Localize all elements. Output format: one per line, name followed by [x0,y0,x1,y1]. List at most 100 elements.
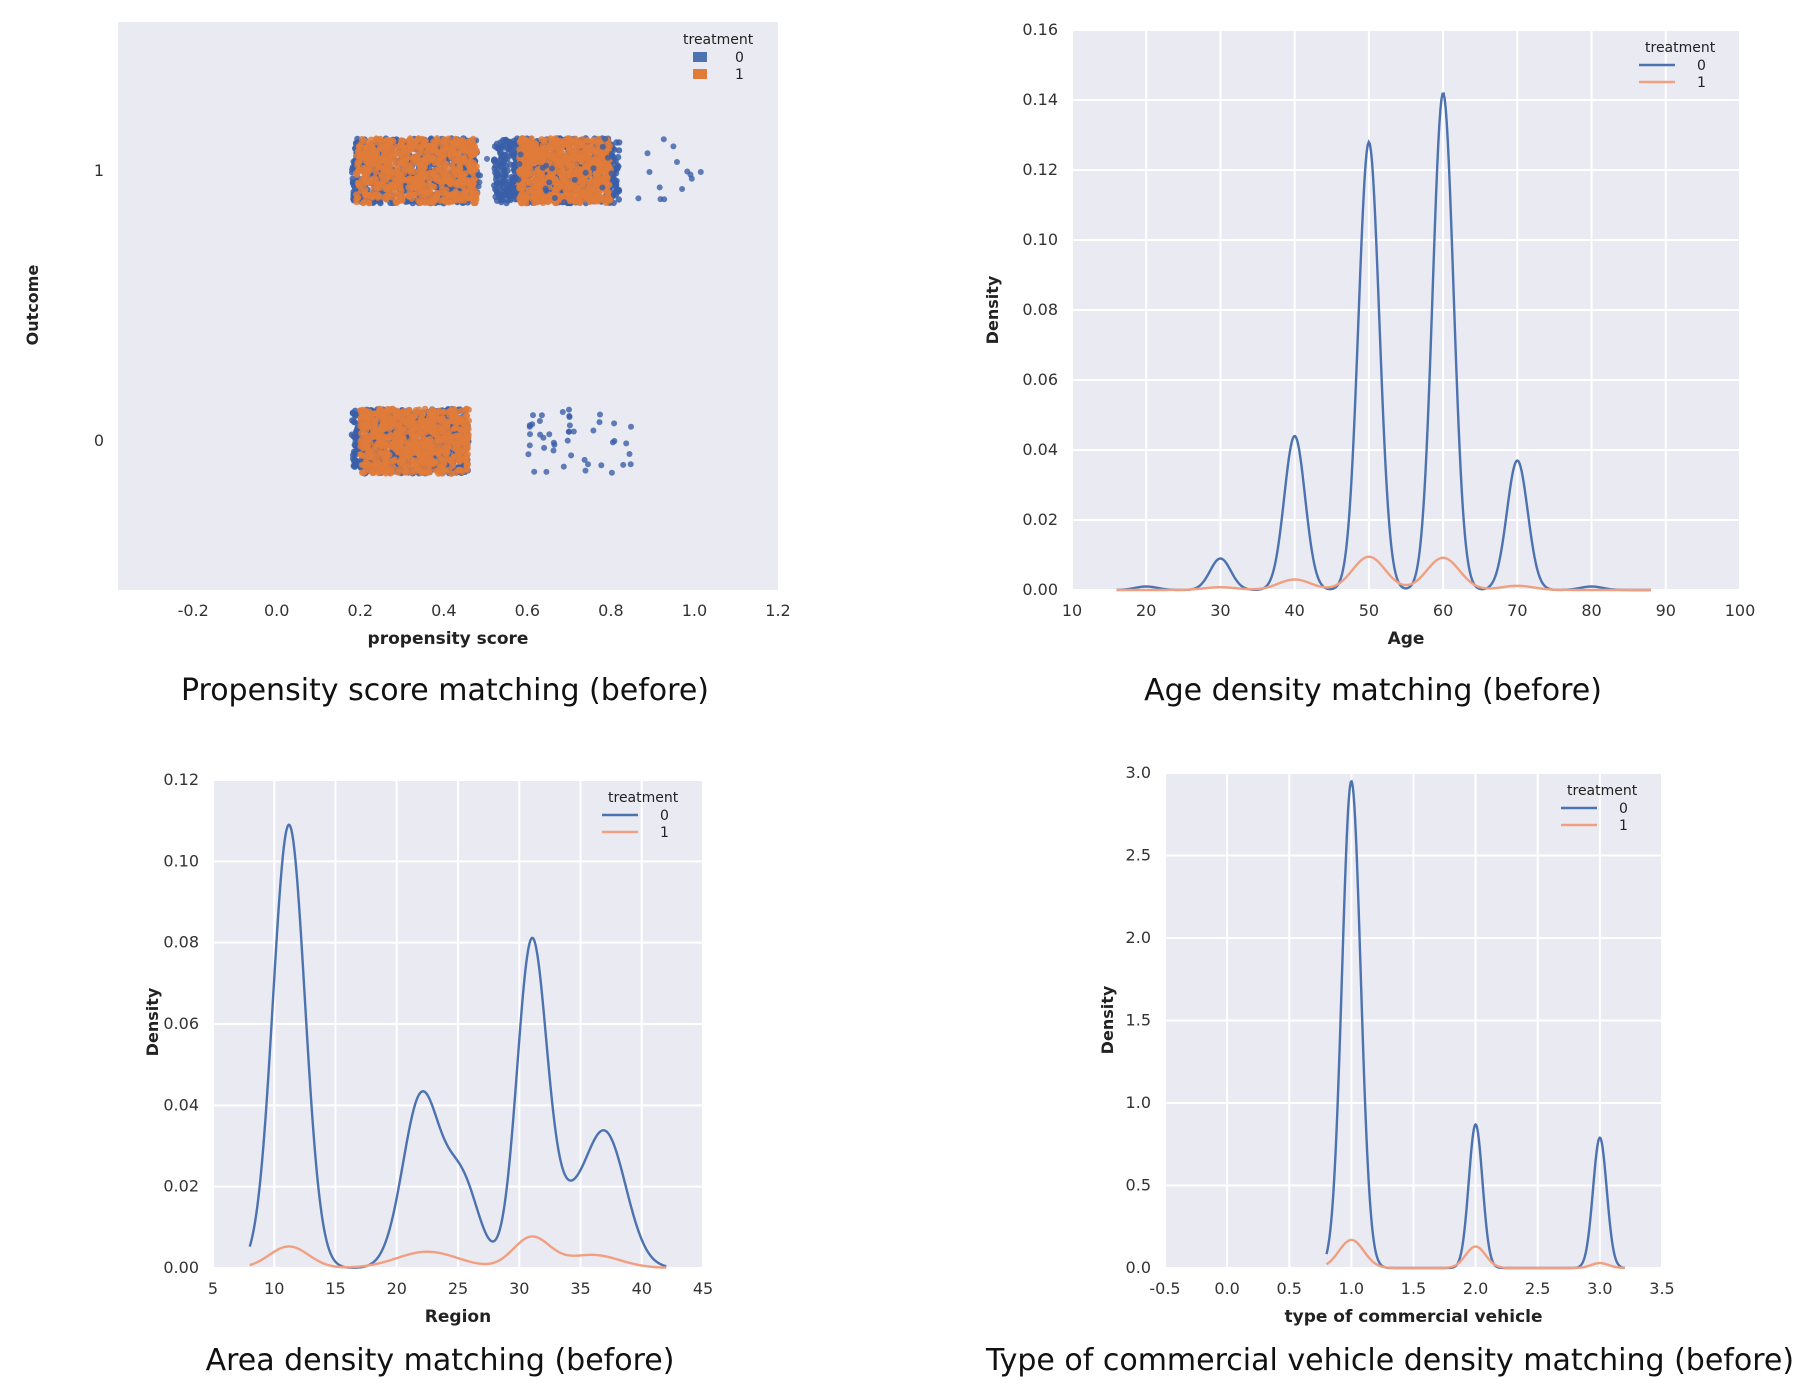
data-point [405,143,412,150]
scatter-points [348,135,704,477]
data-point [599,184,606,191]
data-point [353,171,361,178]
data-point [457,190,464,198]
data-point [539,177,547,185]
data-point [455,453,463,460]
data-point [413,142,420,149]
data-point [517,193,524,200]
x-tick-label: 1.5 [1401,1279,1426,1298]
data-point [444,165,451,172]
data-point [674,159,680,165]
data-point [582,467,589,474]
data-point [430,443,438,451]
data-point [387,415,394,422]
data-point [523,192,531,200]
y-tick-label: 2.5 [1126,846,1151,865]
data-point [361,191,369,199]
data-point [635,195,642,202]
data-point [579,177,586,184]
data-point [436,155,443,162]
data-point [594,158,601,165]
data-point [623,440,630,447]
x-tick-label: 20 [1136,601,1156,620]
data-point [550,447,557,454]
data-point [602,135,609,142]
data-point [661,196,668,203]
data-point [370,446,378,453]
x-tick-label: 0.5 [1277,1279,1302,1298]
data-point [679,186,686,192]
data-point [585,461,591,468]
y-tick-label: 0.04 [1022,440,1058,459]
data-point [448,409,455,416]
x-tick-label: 1.0 [1339,1279,1364,1298]
x-tick-label: 35 [570,1279,590,1298]
data-point [404,138,412,145]
data-point [377,199,384,207]
data-point [608,469,615,476]
data-point [412,462,419,469]
data-point [501,151,508,158]
data-point [660,136,667,143]
data-point [498,170,506,178]
data-point [492,186,499,193]
data-point [561,199,568,206]
data-point [359,452,367,459]
data-point [436,453,443,461]
data-point [424,451,431,458]
data-point [423,193,430,200]
data-point [358,461,366,469]
data-point [571,189,579,196]
x-tick-label: 3.5 [1649,1279,1674,1298]
data-point [588,144,595,151]
data-point [392,421,399,429]
data-point [377,145,385,153]
data-point [590,427,597,434]
data-point [516,185,523,192]
data-point [615,196,622,203]
data-point [598,462,605,469]
data-point [697,169,704,175]
data-point [601,178,608,185]
data-point [568,452,575,459]
data-point [447,151,454,158]
data-point [385,461,392,468]
data-point [591,198,598,205]
data-point [518,137,525,145]
data-point [441,458,448,465]
data-point [468,139,476,146]
data-point [687,171,694,178]
x-tick-label: 40 [1284,601,1304,620]
data-point [456,158,463,165]
y-tick-label: 0.08 [1022,300,1058,319]
data-point [536,156,543,164]
data-point [549,165,555,172]
data-point [382,164,389,171]
data-point [498,164,505,171]
legend-label: 0 [660,808,669,824]
data-point [469,193,476,200]
data-point [608,170,615,177]
data-point [559,140,567,148]
data-point [498,185,505,192]
chart-4: -0.5 0.0 0.5 1.0 1.5 2.0 2.5 3.0 3.5 0.0 0.5 1.0 1.5… [985,763,1794,1378]
data-point [526,442,533,449]
data-point [447,179,454,187]
data-point [463,412,471,419]
legend-label: 1 [1619,818,1628,834]
y-tick-label: 0.12 [1022,160,1058,179]
data-point [386,434,394,441]
data-point [462,426,469,434]
data-point [430,197,438,204]
data-point [504,167,511,174]
data-point [475,171,482,178]
data-point [360,175,367,182]
data-point [597,411,603,418]
data-point [526,423,533,430]
y-tick-label: 0 [94,431,104,450]
data-point [357,141,364,148]
data-point [370,452,377,459]
x-tick-label: 5 [208,1279,218,1298]
data-point [511,161,518,168]
data-point [527,431,533,438]
